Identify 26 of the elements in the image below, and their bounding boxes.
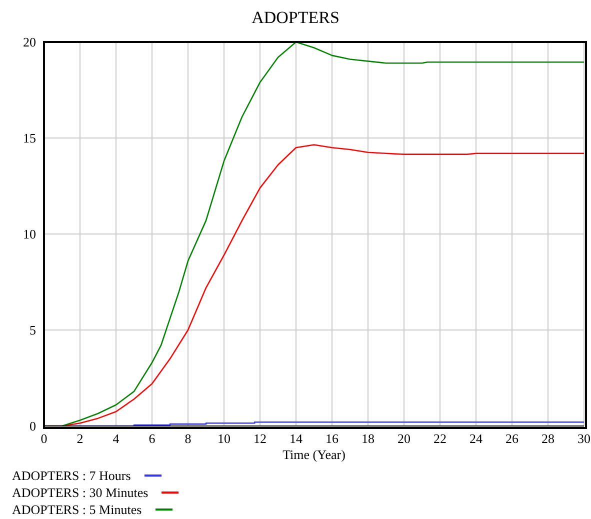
- legend-label: ADOPTERS : 5 Minutes: [12, 502, 142, 517]
- x-tick-label: 0: [40, 431, 48, 446]
- x-tick-label: 8: [184, 431, 192, 446]
- y-tick-label: 10: [23, 226, 36, 242]
- x-tick-label: 30: [578, 431, 590, 446]
- x-tick-label: 22: [434, 431, 446, 446]
- legend-label: ADOPTERS : 7 Hours: [12, 468, 131, 483]
- y-tick-label: 20: [23, 34, 36, 50]
- legend-label: ADOPTERS : 30 Minutes: [12, 485, 148, 500]
- x-tick-label: 6: [148, 431, 156, 446]
- y-tick-label: 5: [30, 322, 36, 338]
- y-tick-label: 15: [23, 130, 36, 146]
- x-tick-label: 26: [506, 431, 519, 446]
- x-tick-label: 4: [112, 431, 120, 446]
- x-tick-label: 2: [76, 431, 84, 446]
- chart-title: ADOPTERS: [250, 8, 340, 28]
- x-tick-label: 12: [254, 431, 266, 446]
- x-axis-title: Time (Year): [282, 447, 346, 463]
- x-tick-label: 14: [290, 431, 303, 446]
- x-tick-label: 10: [218, 431, 230, 446]
- x-tick-label: 28: [542, 431, 554, 446]
- x-tick-label: 16: [326, 431, 339, 446]
- x-tick-label: 18: [362, 431, 374, 446]
- x-tick-label: 20: [398, 431, 410, 446]
- y-tick-label: 0: [30, 418, 36, 434]
- x-tick-label: 24: [470, 431, 483, 446]
